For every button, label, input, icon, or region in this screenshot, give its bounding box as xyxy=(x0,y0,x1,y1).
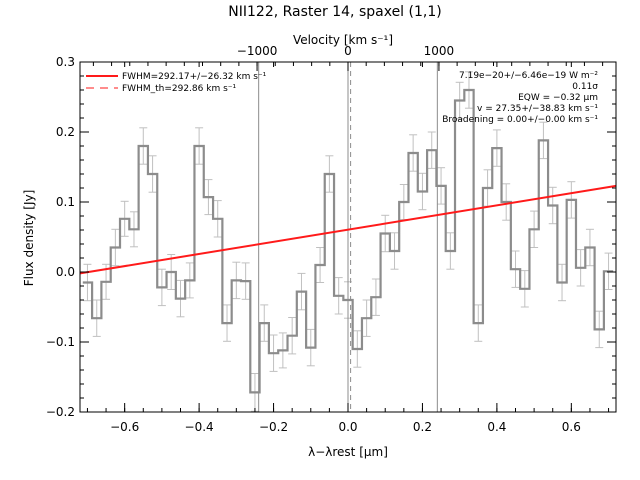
velocity-tick-label: −1000 xyxy=(237,44,278,58)
x-tick-label: 0.2 xyxy=(413,420,432,434)
velocity-tick-label: 0 xyxy=(344,44,352,58)
y-tick-label: −0.2 xyxy=(46,405,75,419)
legend: FWHM=292.17+/−26.32 km s⁻¹ FWHM_th=292.86… xyxy=(86,72,267,94)
fit-annotation: 7.19e−20+/−6.46e−19 W m⁻² xyxy=(459,71,598,81)
x-tick-label: 0.6 xyxy=(562,420,581,434)
x-tick-label: −0.2 xyxy=(259,420,288,434)
x-tick-label: 0.4 xyxy=(487,420,506,434)
axes: −0.6 −0.4 −0.2 0.0 0.2 0.4 0.6 −0.2 −0.1 0.0 0.1 0.… xyxy=(46,44,617,434)
y-tick-label: 0.3 xyxy=(56,55,75,69)
fit-annotation: EQW = −0.32 μm xyxy=(518,93,598,103)
fit-annotation: 0.11σ xyxy=(572,82,598,92)
legend-label-fwhm-th: FWHM_th=292.86 km s⁻¹ xyxy=(122,84,237,94)
fit-series xyxy=(79,184,617,275)
top-axis-label: Velocity [km s⁻¹] xyxy=(293,33,393,47)
fit-line xyxy=(79,184,617,275)
x-tick-label: −0.6 xyxy=(110,420,139,434)
spectrum-line xyxy=(82,88,614,394)
x-tick-label: 0.0 xyxy=(338,420,357,434)
y-tick-label: 0.1 xyxy=(56,195,75,209)
x-tick-label: −0.4 xyxy=(185,420,214,434)
spectrum-series xyxy=(82,88,614,394)
reference-lines xyxy=(258,62,438,412)
y-axis-label: Flux density [Jy] xyxy=(22,190,36,287)
legend-label-fwhm: FWHM=292.17+/−26.32 km s⁻¹ xyxy=(122,72,267,82)
y-tick-label: 0.2 xyxy=(56,125,75,139)
x-axis-label: λ−λrest [μm] xyxy=(308,445,388,459)
chart-title: NII122, Raster 14, spaxel (1,1) xyxy=(228,4,441,20)
velocity-tick-label: 1000 xyxy=(424,44,455,58)
y-tick-label: 0.0 xyxy=(56,265,75,279)
y-tick-label: −0.1 xyxy=(46,335,75,349)
fit-annotation: Broadening = 0.00+/−0.00 km s⁻¹ xyxy=(442,115,598,125)
fit-annotation: v = 27.35+/−38.83 km s⁻¹ xyxy=(477,104,598,114)
